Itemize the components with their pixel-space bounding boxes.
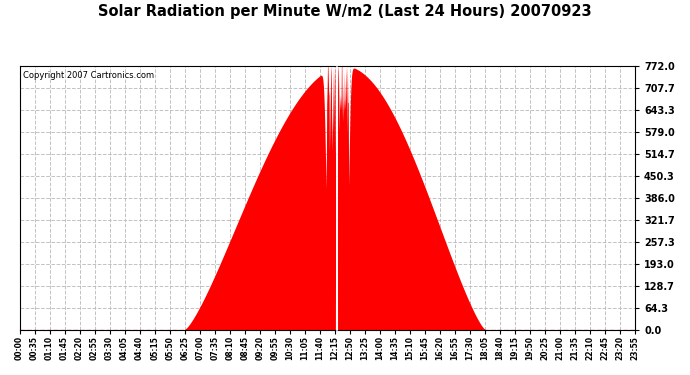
Text: Solar Radiation per Minute W/m2 (Last 24 Hours) 20070923: Solar Radiation per Minute W/m2 (Last 24… [98, 4, 592, 19]
Text: Copyright 2007 Cartronics.com: Copyright 2007 Cartronics.com [23, 71, 154, 80]
